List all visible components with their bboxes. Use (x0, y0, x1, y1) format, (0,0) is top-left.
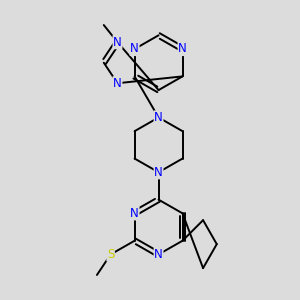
Text: N: N (130, 207, 139, 220)
Text: N: N (154, 166, 163, 179)
Text: N: N (113, 77, 122, 90)
Text: N: N (154, 111, 163, 124)
Text: N: N (178, 43, 187, 56)
Text: N: N (113, 36, 122, 49)
Text: S: S (107, 248, 114, 261)
Text: N: N (130, 43, 139, 56)
Text: N: N (154, 248, 163, 261)
